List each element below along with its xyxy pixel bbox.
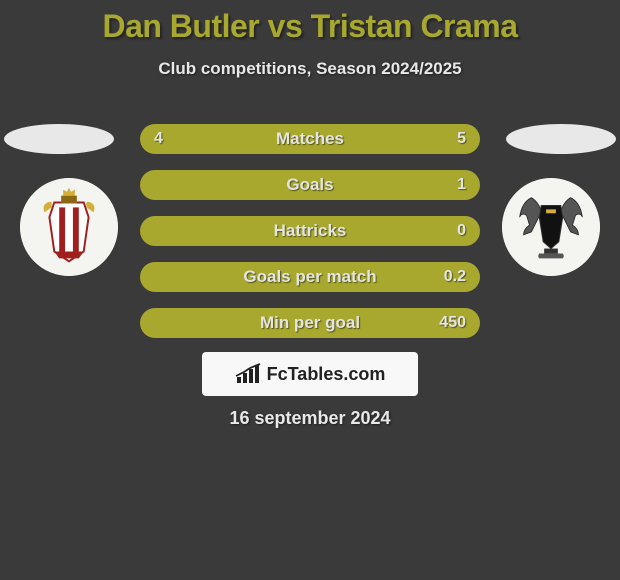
stat-right-value: 5 bbox=[457, 130, 466, 148]
subtitle: Club competitions, Season 2024/2025 bbox=[0, 59, 620, 79]
stat-row-goals-per-match: Goals per match 0.2 bbox=[140, 262, 480, 292]
crest-icon bbox=[20, 178, 118, 276]
right-player-oval bbox=[506, 124, 616, 154]
brand-box: FcTables.com bbox=[202, 352, 418, 396]
right-club-crest bbox=[502, 178, 600, 276]
stat-label: Goals bbox=[286, 175, 333, 195]
stat-right-value: 0.2 bbox=[444, 268, 466, 286]
crest-icon bbox=[502, 178, 600, 276]
page-title: Dan Butler vs Tristan Crama bbox=[0, 0, 620, 45]
stat-label: Hattricks bbox=[274, 221, 347, 241]
stat-row-matches: 4 Matches 5 bbox=[140, 124, 480, 154]
stat-label: Min per goal bbox=[260, 313, 360, 333]
bar-chart-icon bbox=[235, 363, 261, 385]
left-player-oval bbox=[4, 124, 114, 154]
stat-label: Goals per match bbox=[243, 267, 376, 287]
stat-row-min-per-goal: Min per goal 450 bbox=[140, 308, 480, 338]
stat-right-value: 1 bbox=[457, 176, 466, 194]
stat-right-value: 0 bbox=[457, 222, 466, 240]
left-club-crest bbox=[20, 178, 118, 276]
stat-row-hattricks: Hattricks 0 bbox=[140, 216, 480, 246]
stat-rows: 4 Matches 5 Goals 1 Hattricks 0 Goals pe… bbox=[140, 124, 480, 354]
stat-left-value: 4 bbox=[154, 130, 163, 148]
brand-name: FcTables.com bbox=[267, 364, 386, 385]
date-line: 16 september 2024 bbox=[0, 408, 620, 429]
stat-right-value: 450 bbox=[439, 314, 466, 332]
stat-label: Matches bbox=[276, 129, 344, 149]
stat-row-goals: Goals 1 bbox=[140, 170, 480, 200]
